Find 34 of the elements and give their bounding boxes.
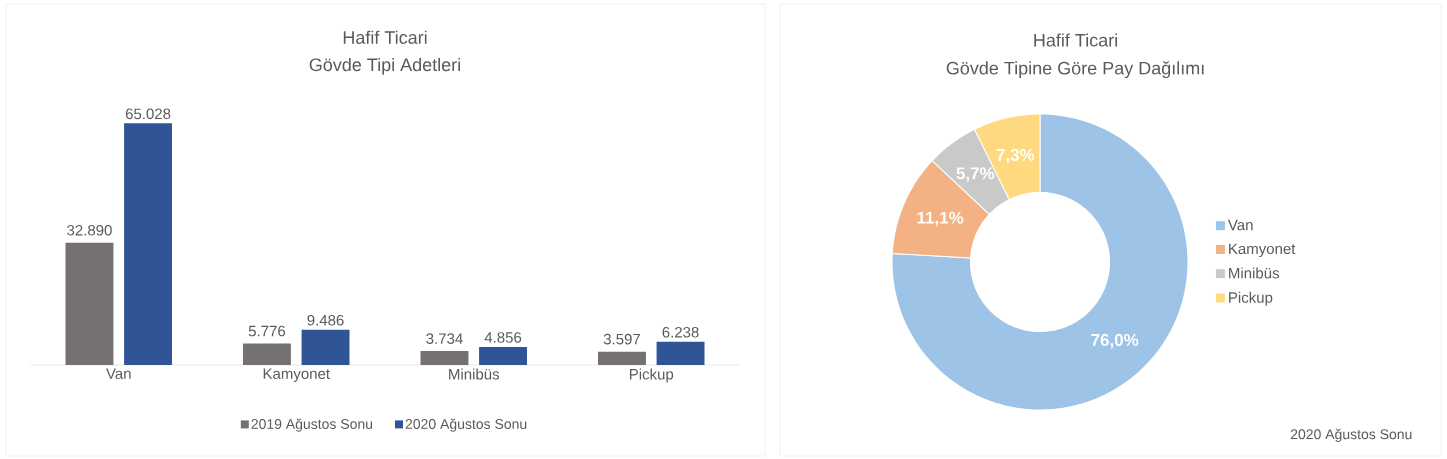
legend-label: Kamyonet [1229, 243, 1296, 258]
bar [65, 242, 114, 365]
legend-label: 2019 Ağustos Sonu [251, 418, 373, 432]
data-label: 9.486 [307, 314, 344, 326]
legend-label: Minibüs [1229, 267, 1280, 279]
data-label: 32.890 [67, 224, 112, 236]
x-tick-label: Kamyonet [263, 368, 330, 382]
data-label: 5.776 [248, 325, 286, 337]
chart-title: Hafif Ticari [343, 30, 427, 44]
chart-subtitle: Gövde Tipi Adetleri [309, 57, 460, 75]
bar [598, 351, 646, 365]
bar [301, 329, 350, 365]
data-label: 7,3% [996, 148, 1035, 164]
bar [420, 351, 469, 365]
legend-label: Pickup [1229, 291, 1273, 306]
x-tick-label: Minibüs [449, 368, 500, 380]
data-label: 6.238 [662, 327, 699, 338]
bar [479, 346, 528, 365]
x-tick-label: Pickup [629, 368, 674, 383]
text: 2020 Ağustos Sonu [1290, 428, 1412, 442]
x-tick-label: Van [106, 368, 131, 379]
bar [124, 123, 173, 365]
bar [656, 341, 705, 365]
data-label: 65.028 [125, 108, 171, 120]
legend-label: Van [1227, 219, 1253, 231]
chart-subtitle: Gövde Tipine Göre Pay Dağılımı [946, 61, 1204, 79]
data-label: 4.856 [484, 332, 522, 343]
bar [243, 343, 291, 365]
legend-label: 2020 Ağustos Sonu [405, 418, 527, 432]
data-label: 11,1% [917, 211, 964, 227]
data-label: 3.734 [426, 333, 463, 344]
data-label: 76,0% [1091, 333, 1139, 349]
chart-title: Hafif Ticari [1034, 33, 1117, 47]
data-label: 3.597 [603, 333, 640, 345]
